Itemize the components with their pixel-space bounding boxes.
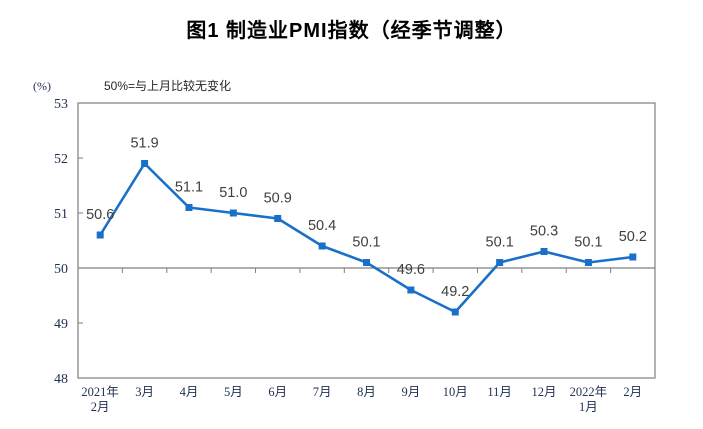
x-axis-label: 12月: [532, 385, 557, 399]
data-label: 51.1: [175, 180, 203, 196]
data-label: 50.1: [486, 235, 514, 251]
x-axis-label: 2022年: [570, 385, 608, 399]
data-point: [185, 204, 193, 211]
data-label: 50.3: [530, 224, 558, 240]
y-axis-tick-label: 49: [54, 317, 68, 332]
x-axis-label: 2021年: [81, 385, 119, 399]
data-label: 50.2: [619, 229, 647, 245]
x-axis-label: 4月: [180, 385, 199, 399]
data-point: [363, 259, 370, 266]
y-axis-tick-label: 48: [54, 372, 68, 387]
y-axis-tick-label: 50: [54, 262, 68, 277]
x-axis-label: 9月: [402, 385, 421, 399]
y-axis-tick-label: 53: [54, 97, 68, 112]
x-axis-label: 8月: [357, 385, 376, 399]
data-point: [229, 209, 237, 217]
reference-note: 50%=与上月比较无变化: [104, 78, 231, 93]
x-axis-label: 11月: [487, 385, 512, 399]
chart-title: 图1 制造业PMI指数（经季节调整）: [186, 20, 517, 42]
data-point: [407, 286, 415, 294]
y-axis-unit-label: (%): [33, 79, 51, 93]
data-point: [629, 253, 637, 261]
x-axis-label: 5月: [224, 385, 243, 399]
data-point: [274, 215, 282, 222]
data-label: 49.2: [441, 284, 469, 300]
data-point: [584, 259, 592, 266]
x-axis-label: 10月: [443, 385, 468, 399]
data-label: 50.4: [308, 218, 336, 234]
plot-border: [77, 102, 656, 379]
data-point: [318, 242, 326, 250]
data-label: 50.1: [574, 235, 602, 251]
x-axis-label: 6月: [268, 385, 287, 399]
data-label: 51.9: [130, 136, 158, 152]
data-point: [141, 160, 149, 167]
data-point: [496, 259, 504, 266]
data-point: [96, 231, 104, 239]
data-point: [540, 248, 548, 255]
data-point: [451, 308, 459, 316]
x-axis-label: 1月: [579, 400, 598, 414]
plot-area: 48495051525350.62021年2月51.93月51.14月51.05…: [54, 97, 656, 414]
data-label: 50.6: [86, 207, 114, 223]
data-label: 51.0: [219, 185, 247, 201]
data-label: 49.6: [397, 262, 425, 278]
x-axis-label: 2月: [91, 400, 110, 414]
x-axis-label: 2月: [623, 385, 642, 399]
data-label: 50.1: [352, 235, 380, 251]
data-label: 50.9: [264, 191, 292, 207]
x-axis-label: 7月: [313, 385, 332, 399]
y-axis-tick-label: 52: [54, 152, 68, 167]
y-axis-tick-label: 51: [54, 207, 68, 222]
x-axis-label: 3月: [135, 385, 154, 399]
